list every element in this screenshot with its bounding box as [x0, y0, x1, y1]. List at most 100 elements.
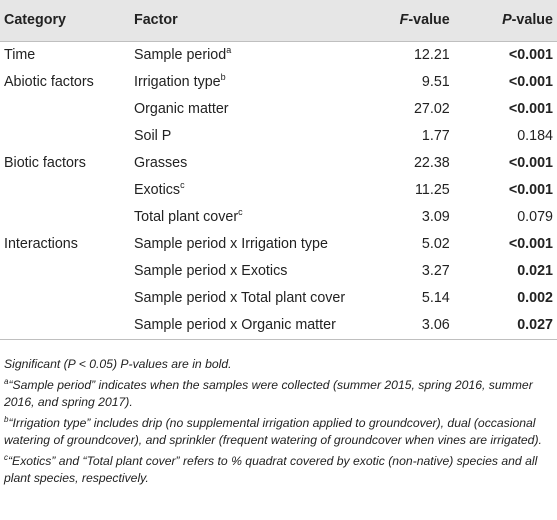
cell-f-value: 3.06 [374, 311, 486, 340]
footnote-mark: c [4, 453, 8, 462]
footnote: b“Irrigation type” includes drip (no sup… [4, 415, 552, 449]
cell-category: Interactions [0, 231, 134, 258]
cell-p-value-text: <0.001 [508, 182, 553, 199]
footnote-mark: a [4, 377, 9, 386]
cell-f-value: 11.25 [374, 176, 486, 203]
footnote-marker: c [238, 207, 243, 218]
table-row: Organic matter 27.02 <0.001 [0, 95, 557, 122]
cell-p-value-text: <0.001 [508, 46, 553, 63]
cell-p-value-text: <0.001 [508, 100, 553, 117]
cell-category-text: Time [4, 46, 36, 63]
footnote-marker: a [226, 44, 232, 55]
cell-f-value: 27.02 [374, 95, 486, 122]
cell-p-value: 0.002 [486, 285, 557, 312]
cell-category [0, 258, 134, 285]
significance-note: Significant (P < 0.05) P-values are in b… [4, 357, 232, 371]
cell-f-value: 3.27 [374, 258, 486, 285]
cell-p-value-text: 0.184 [517, 127, 553, 144]
cell-category [0, 95, 134, 122]
cell-f-value-text: 27.02 [413, 100, 450, 117]
header-f-value: F-value [374, 0, 486, 41]
cell-category [0, 285, 134, 312]
cell-category: Biotic factors [0, 149, 134, 176]
cell-p-value: <0.001 [486, 68, 557, 95]
cell-category [0, 204, 134, 231]
table-row: Total plant coverc 3.09 0.079 [0, 204, 557, 231]
cell-factor: Sample period x Irrigation type [134, 231, 374, 258]
cell-factor-text: Soil P [134, 127, 172, 144]
cell-p-value-text: 0.002 [517, 290, 553, 307]
cell-f-value-text: 22.38 [413, 154, 450, 171]
cell-p-value-text: 0.079 [517, 209, 553, 226]
cell-factor-text: Sample period x Irrigation type [134, 236, 328, 253]
footnote: c“Exotics” and “Total plant cover” refer… [4, 453, 552, 487]
footnote-text: “Exotics” and “Total plant cover” refers… [4, 454, 538, 485]
cell-f-value-text: 11.25 [415, 182, 450, 199]
cell-f-value: 12.21 [374, 40, 486, 69]
footnote: a“Sample period” indicates when the samp… [4, 377, 552, 411]
table-row: Exoticsc 11.25 <0.001 [0, 176, 557, 203]
table-row: Time Sample perioda 12.21 <0.001 [0, 40, 557, 69]
table-row: Sample period x Organic matter 3.06 0.027 [0, 311, 557, 340]
table-row: Abiotic factors Irrigation typeb 9.51 <0.00… [0, 68, 557, 95]
header-f-letter: F [399, 12, 409, 29]
cell-p-value: 0.079 [486, 204, 557, 231]
table-row: Soil P 1.77 0.184 [0, 122, 557, 149]
cell-category: Abiotic factors [0, 68, 134, 95]
cell-factor: Irrigation typeb [134, 68, 374, 95]
table-row: Interactions Sample period x Irrigation t… [0, 231, 557, 258]
cell-factor: Exoticsc [134, 176, 374, 203]
footnote-marker: b [220, 71, 226, 82]
cell-f-value-text: 5.14 [421, 290, 450, 307]
cell-p-value: <0.001 [486, 231, 557, 258]
cell-f-value: 1.77 [374, 122, 486, 149]
cell-factor: Sample period x Exotics [134, 258, 374, 285]
footnote-marker: c [180, 180, 185, 191]
cell-f-value-text: 3.09 [421, 209, 450, 226]
cell-f-value-text: 3.06 [421, 317, 450, 334]
cell-f-value-text: 3.27 [421, 263, 450, 280]
cell-factor: Soil P [134, 122, 374, 149]
cell-p-value-text: 0.027 [517, 317, 553, 334]
cell-p-value-text: 0.021 [517, 263, 553, 280]
anova-table: Category Factor F-value P-value Time Samp… [0, 0, 557, 340]
footnote-text: “Irrigation type” includes drip (no supp… [4, 416, 542, 447]
cell-factor-text: Sample period x Total plant cover [134, 290, 346, 307]
cell-f-value-text: 1.77 [421, 127, 450, 144]
cell-factor-text: Grasses [134, 154, 188, 171]
footnote-mark: b [4, 415, 9, 424]
cell-f-value: 5.02 [374, 231, 486, 258]
cell-p-value-text: <0.001 [508, 73, 553, 90]
cell-category-text: Interactions [4, 236, 78, 253]
cell-f-value: 3.09 [374, 204, 486, 231]
cell-p-value-text: <0.001 [508, 236, 553, 253]
cell-factor-text: Total plant cover [134, 209, 239, 226]
cell-category-text: Biotic factors [4, 154, 86, 171]
cell-f-value: 9.51 [374, 68, 486, 95]
cell-category: Time [0, 40, 134, 69]
table-row: Sample period x Total plant cover 5.14 0.0… [0, 285, 557, 312]
header-f-suffix: -value [408, 12, 450, 29]
table-notes: Significant (P < 0.05) P-values are in b… [4, 356, 552, 491]
header-p-suffix: -value [511, 12, 553, 29]
header-factor: Factor [134, 12, 178, 29]
cell-p-value: 0.027 [485, 311, 557, 340]
cell-factor-text: Exotics [134, 182, 181, 199]
cell-p-value: <0.001 [486, 176, 557, 203]
table-row: Biotic factors Grasses 22.38 <0.001 [0, 149, 557, 176]
cell-category-text: Abiotic factors [4, 73, 94, 90]
cell-factor: Grasses [134, 149, 374, 176]
cell-f-value-text: 9.51 [421, 73, 450, 90]
cell-factor: Organic matter [134, 95, 374, 122]
cell-factor-text: Organic matter [134, 100, 229, 117]
cell-category [0, 176, 134, 203]
cell-factor-text: Irrigation type [134, 73, 221, 90]
cell-factor-text: Sample period x Organic matter [134, 317, 336, 334]
cell-p-value: <0.001 [486, 95, 557, 122]
header-p-value: P-value [486, 0, 557, 41]
cell-f-value: 22.38 [374, 149, 486, 176]
header-row: Category Factor F-value P-value [0, 0, 557, 41]
cell-factor: Sample perioda [134, 40, 374, 69]
cell-factor: Total plant coverc [134, 204, 374, 231]
